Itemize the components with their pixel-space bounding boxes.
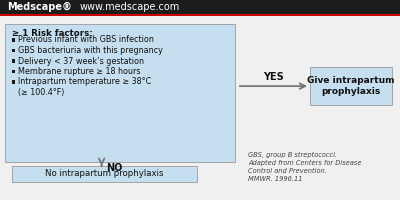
Text: GBS bacteriuria with this pregnancy: GBS bacteriuria with this pregnancy [18,46,163,55]
Text: www.medscape.com: www.medscape.com [80,2,180,12]
Bar [0,14,400,16]
Bar [12,80,15,84]
Text: No intrapartum prophylaxis: No intrapartum prophylaxis [45,170,164,178]
Text: Membrane rupture ≥ 18 hours: Membrane rupture ≥ 18 hours [18,67,140,76]
Bar [12,38,15,42]
Bar [12,59,15,62]
Text: Medscape®: Medscape® [7,2,72,12]
Text: YES: YES [263,72,284,82]
FancyBboxPatch shape [12,166,197,182]
FancyBboxPatch shape [5,24,235,162]
Text: Delivery < 37 week’s gestation: Delivery < 37 week’s gestation [18,56,144,66]
Text: Adapted from Centers for Disease: Adapted from Centers for Disease [248,160,362,166]
Text: GBS, group B streptococci.: GBS, group B streptococci. [248,152,337,158]
Text: Intrapartum temperature ≥ 38°C: Intrapartum temperature ≥ 38°C [18,77,151,86]
Bar [12,49,15,52]
Text: MMWR. 1996.11: MMWR. 1996.11 [248,176,302,182]
Text: (≥ 100.4°F): (≥ 100.4°F) [18,88,64,97]
Text: Control and Prevention.: Control and Prevention. [248,168,327,174]
FancyBboxPatch shape [310,67,392,105]
Text: Give intrapartum
prophylaxis: Give intrapartum prophylaxis [307,76,395,96]
Bar [0,0,400,14]
Bar [12,70,15,73]
Text: NO: NO [106,163,123,173]
Text: ≥ 1 Risk factors:: ≥ 1 Risk factors: [12,29,93,38]
Bar [0,0,400,14]
Text: Previous infant with GBS infection: Previous infant with GBS infection [18,36,154,45]
